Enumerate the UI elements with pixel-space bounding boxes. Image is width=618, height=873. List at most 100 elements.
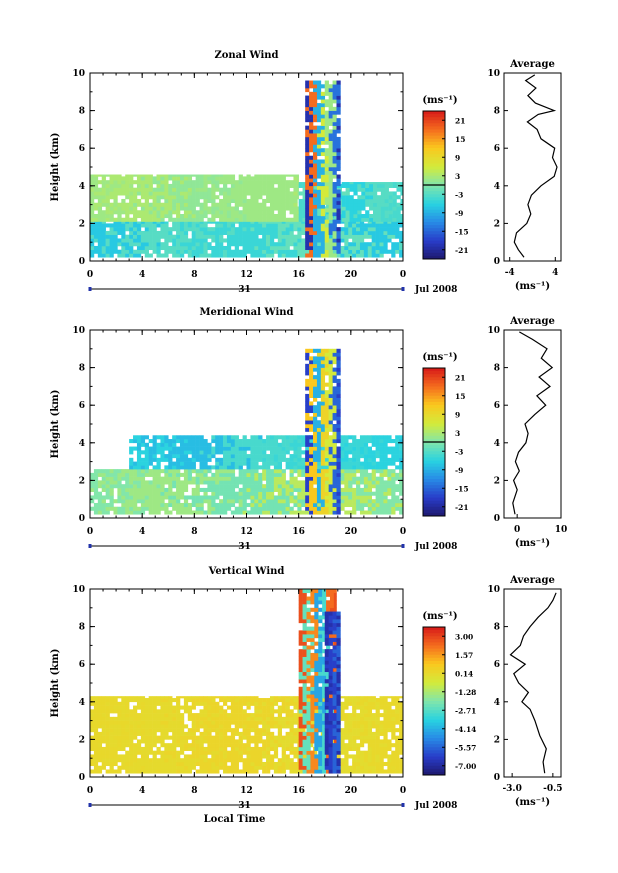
heatmap-cell — [387, 487, 392, 492]
heatmap-cell — [179, 238, 185, 243]
heatmap-cell — [309, 472, 314, 477]
heatmap-cell — [90, 174, 95, 177]
heatmap-cell — [164, 724, 169, 729]
heatmap-cell — [234, 746, 239, 751]
heatmap-cell — [140, 210, 146, 215]
heatmap-cell — [226, 502, 232, 508]
heatmap-cell — [156, 217, 161, 222]
heatmap-cell — [113, 728, 118, 733]
heatmap-cell — [344, 253, 349, 258]
heatmap-cell — [156, 221, 161, 224]
heatmap-cell — [365, 210, 370, 215]
heatmap-cell — [348, 472, 353, 477]
heatmap-cell — [117, 242, 122, 247]
heatmap-cell — [168, 705, 173, 710]
heatmap-cell — [109, 214, 114, 219]
heatmap-cell — [219, 202, 224, 207]
heatmap-cell — [328, 510, 333, 515]
heatmap-cell — [125, 750, 130, 755]
heatmap-cell — [305, 476, 310, 481]
heatmap-cell — [90, 701, 95, 706]
heatmap-cell — [109, 223, 114, 228]
heatmap-cell — [125, 210, 130, 215]
heatmap-cell — [246, 765, 251, 770]
heatmap-cell — [195, 720, 200, 725]
heatmap-cell — [226, 724, 232, 729]
heatmap-cell — [316, 163, 322, 168]
heatmap-cell — [109, 234, 114, 239]
colorbar-segment — [423, 374, 445, 378]
heatmap-cell — [305, 439, 310, 444]
heatmap-cell — [90, 195, 95, 200]
heatmap-cell — [395, 230, 400, 235]
heatmap-cell — [136, 765, 142, 770]
heatmap-cell — [113, 202, 118, 207]
heatmap-cell — [133, 465, 138, 470]
heatmap-cell — [305, 393, 310, 398]
heatmap-cell — [133, 728, 138, 733]
heatmap-cell — [176, 487, 181, 492]
colorbar-segment — [423, 123, 445, 127]
heatmap-cell — [117, 491, 122, 496]
heatmap-cell — [352, 230, 357, 235]
heatmap-cell — [129, 253, 134, 258]
colorbar-segment — [423, 429, 445, 434]
heatmap-cell — [90, 253, 95, 258]
heatmap-cell — [113, 206, 118, 211]
heatmap-cell — [179, 735, 185, 740]
heatmap-cell — [399, 234, 404, 239]
heatmap-cell — [101, 214, 106, 219]
heatmap-cell — [352, 439, 357, 444]
heatmap-cell — [234, 480, 239, 485]
heatmap-cell — [191, 454, 196, 459]
heatmap-cell — [234, 210, 239, 215]
heatmap-cell — [305, 397, 310, 402]
heatmap-cell — [199, 221, 204, 224]
heatmap-cell — [144, 698, 149, 703]
heatmap-cell — [361, 214, 366, 219]
heatmap-cell — [179, 465, 185, 470]
heatmap-cell — [90, 709, 95, 714]
heatmap-cell — [195, 746, 200, 751]
heatmap-cell — [183, 698, 189, 703]
heatmap-cell — [109, 696, 114, 699]
heatmap-cell — [203, 439, 208, 444]
heatmap-cell — [226, 484, 232, 489]
heatmap-cell — [281, 223, 286, 228]
heatmap-cell — [277, 495, 283, 500]
heatmap-cell — [199, 446, 204, 451]
heatmap-cell — [101, 183, 106, 188]
heatmap-cell — [332, 208, 337, 213]
heatmap-cell — [105, 180, 110, 185]
heatmap-cell — [176, 720, 181, 725]
heatmap-cell — [316, 253, 322, 258]
heatmap-cell — [349, 210, 354, 215]
heatmap-cell — [313, 356, 318, 361]
heatmap-cell — [313, 242, 318, 247]
heatmap-cell — [183, 761, 189, 767]
heatmap-cell — [219, 227, 224, 232]
heatmap-cell — [136, 506, 142, 511]
heatmap-cell — [242, 728, 247, 733]
heatmap-cell — [215, 713, 220, 718]
heatmap-cell — [345, 182, 350, 185]
heatmap-cell — [207, 495, 212, 500]
colorbar-segment — [423, 475, 445, 480]
heatmap-cell — [125, 698, 130, 703]
heatmap-cell — [129, 223, 134, 228]
heatmap-cell — [344, 491, 349, 496]
heatmap-cell — [328, 110, 333, 115]
heatmap-cell — [289, 472, 294, 477]
heatmap-cell — [156, 465, 161, 470]
heatmap-cell — [140, 217, 146, 222]
heatmap-cell — [344, 221, 349, 224]
heatmap-cell — [195, 230, 200, 235]
heatmap-cell — [90, 238, 95, 243]
heatmap-cell — [332, 91, 337, 96]
heatmap-cell — [234, 238, 239, 243]
heatmap-cell — [396, 195, 401, 200]
heatmap-cell — [226, 472, 232, 477]
heatmap-cell — [324, 99, 329, 104]
